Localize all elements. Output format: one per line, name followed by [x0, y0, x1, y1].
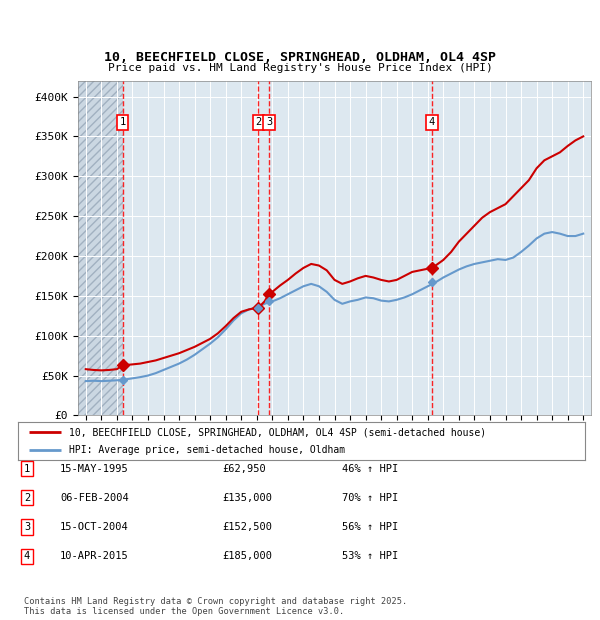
Text: £135,000: £135,000	[222, 493, 272, 503]
Text: 1: 1	[119, 117, 126, 128]
Text: 2: 2	[24, 493, 30, 503]
Text: 10, BEECHFIELD CLOSE, SPRINGHEAD, OLDHAM, OL4 4SP (semi-detached house): 10, BEECHFIELD CLOSE, SPRINGHEAD, OLDHAM…	[69, 427, 486, 437]
Text: 53% ↑ HPI: 53% ↑ HPI	[342, 551, 398, 561]
Text: 3: 3	[266, 117, 272, 128]
Text: 56% ↑ HPI: 56% ↑ HPI	[342, 522, 398, 532]
Text: £185,000: £185,000	[222, 551, 272, 561]
Text: 10, BEECHFIELD CLOSE, SPRINGHEAD, OLDHAM, OL4 4SP: 10, BEECHFIELD CLOSE, SPRINGHEAD, OLDHAM…	[104, 51, 496, 63]
Text: 15-MAY-1995: 15-MAY-1995	[60, 464, 129, 474]
Text: £62,950: £62,950	[222, 464, 266, 474]
Text: Price paid vs. HM Land Registry's House Price Index (HPI): Price paid vs. HM Land Registry's House …	[107, 63, 493, 73]
Bar	[78, 81, 122, 415]
Text: 10-APR-2015: 10-APR-2015	[60, 551, 129, 561]
Text: 3: 3	[24, 522, 30, 532]
Text: 2: 2	[255, 117, 262, 128]
Text: 4: 4	[429, 117, 435, 128]
Text: £152,500: £152,500	[222, 522, 272, 532]
Text: This data is licensed under the Open Government Licence v3.0.: This data is licensed under the Open Gov…	[24, 608, 344, 616]
Text: 70% ↑ HPI: 70% ↑ HPI	[342, 493, 398, 503]
Text: 1: 1	[24, 464, 30, 474]
Text: Contains HM Land Registry data © Crown copyright and database right 2025.: Contains HM Land Registry data © Crown c…	[24, 597, 407, 606]
Text: 46% ↑ HPI: 46% ↑ HPI	[342, 464, 398, 474]
Text: HPI: Average price, semi-detached house, Oldham: HPI: Average price, semi-detached house,…	[69, 445, 345, 456]
Text: 06-FEB-2004: 06-FEB-2004	[60, 493, 129, 503]
Text: 15-OCT-2004: 15-OCT-2004	[60, 522, 129, 532]
Text: 4: 4	[24, 551, 30, 561]
